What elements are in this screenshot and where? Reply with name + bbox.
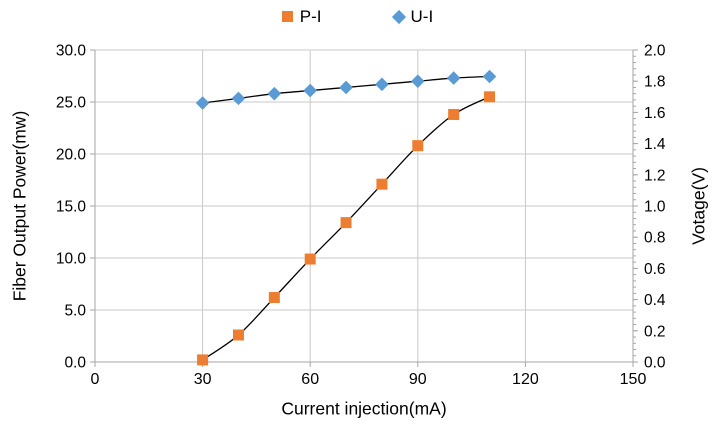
legend-item-u-i: U-I	[391, 7, 434, 26]
square-marker-icon	[281, 11, 293, 22]
x-axis-title: Current injection(mA)	[281, 398, 447, 419]
left-axis-tick-label: 10.0	[56, 251, 87, 268]
data-point-square	[340, 217, 352, 229]
data-point-diamond	[375, 77, 389, 92]
data-point-diamond	[267, 86, 282, 101]
right-axis-tick-label: 0.4	[644, 292, 666, 309]
data-point-square	[448, 108, 460, 120]
x-axis-tick-label: 90	[409, 371, 427, 388]
data-point-square	[484, 91, 496, 103]
data-point-diamond	[446, 71, 461, 85]
right-axis-tick-label: 0.0	[644, 355, 666, 372]
data-point-diamond	[231, 91, 246, 106]
data-point-square	[304, 253, 316, 265]
right-axis-tick-label: 1.6	[644, 105, 666, 122]
right-axis-tick-label: 1.8	[644, 74, 666, 91]
x-axis-tick-label: 150	[620, 371, 647, 388]
right-axis-tick-label: 1.4	[644, 136, 666, 153]
right-axis-tick-label: 2.0	[644, 43, 666, 60]
left-axis-tick-label: 5.0	[64, 303, 86, 320]
left-axis-tick-label: 20.0	[56, 147, 87, 164]
left-axis-tick-label: 0.0	[64, 355, 86, 372]
chart-legend: P-I U-I	[0, 8, 715, 25]
x-axis-tick-label: 120	[512, 371, 539, 388]
data-point-diamond	[411, 74, 425, 88]
x-axis-tick-label: 30	[194, 371, 212, 388]
data-point-diamond	[303, 83, 317, 98]
trend-line-p-i	[202, 96, 490, 361]
data-point-square	[412, 140, 424, 152]
right-axis-tick-label: 1.0	[644, 199, 666, 216]
x-axis-tick-label: 0	[91, 371, 100, 388]
legend-item-p-i: P-I	[281, 7, 322, 26]
data-point-diamond	[195, 96, 210, 110]
left-axis-tick-label: 30.0	[56, 43, 87, 60]
legend-label: U-I	[410, 7, 434, 26]
legend-label: P-I	[299, 7, 322, 26]
data-point-diamond	[339, 80, 353, 95]
right-axis-tick-label: 0.2	[644, 323, 666, 340]
left-axis-tick-label: 15.0	[56, 199, 87, 216]
data-point-square	[268, 292, 280, 304]
data-point-square	[197, 354, 209, 366]
right-axis-tick-label: 0.8	[644, 230, 666, 247]
data-point-square	[376, 178, 388, 190]
data-point-diamond	[482, 69, 497, 84]
left-axis-tick-label: 25.0	[56, 95, 87, 112]
data-point-square	[232, 329, 244, 341]
right-axis-tick-label: 1.2	[644, 167, 666, 184]
right-axis-tick-label: 0.6	[644, 261, 666, 278]
x-axis-tick-label: 60	[301, 371, 319, 388]
